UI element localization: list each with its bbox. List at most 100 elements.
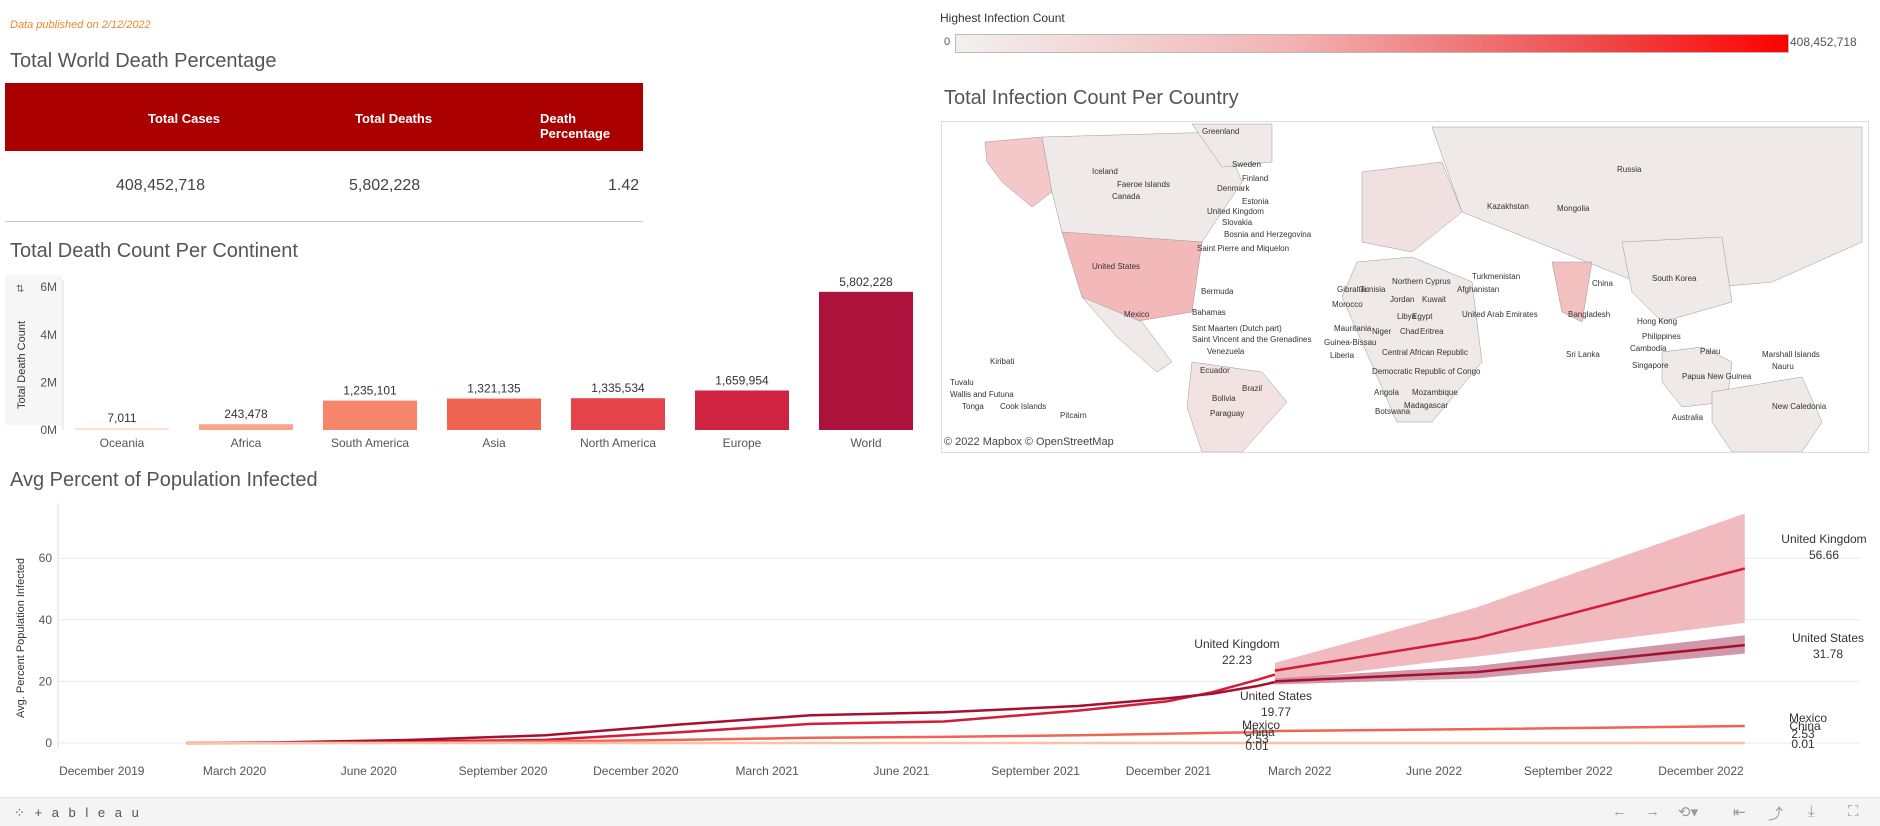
- map-label: Saint Vincent and the Grenadines: [1192, 335, 1312, 344]
- map-label: Chad: [1400, 327, 1419, 336]
- map-label: Kiribati: [990, 357, 1014, 366]
- continent-y-tick: 6M: [40, 280, 57, 294]
- map-label: Slovakia: [1222, 218, 1252, 227]
- redo-icon[interactable]: →: [1645, 803, 1660, 820]
- map-legend-min: 0: [944, 36, 950, 48]
- line-x-tick: September 2020: [459, 764, 548, 778]
- line-annotation: United Kingdom: [1194, 637, 1279, 651]
- map-label: Denmark: [1217, 184, 1249, 193]
- map-label: Papua New Guinea: [1682, 372, 1751, 381]
- series-united-kingdom[interactable]: [186, 675, 1275, 743]
- line-annotation: 0.01: [1791, 737, 1815, 751]
- map-label: Brazil: [1242, 384, 1262, 393]
- bar-data-label: 243,478: [224, 407, 268, 421]
- line-series: [186, 568, 1744, 743]
- map-label: China: [1592, 279, 1613, 288]
- forecast-mexico[interactable]: [1275, 726, 1745, 731]
- line-annotation: United States: [1792, 631, 1864, 645]
- map-label: Iceland: [1092, 167, 1118, 176]
- map-title: Total Infection Count Per Country: [944, 87, 1239, 110]
- line-x-tick: September 2021: [991, 764, 1080, 778]
- bar-south-america[interactable]: [323, 401, 417, 430]
- bar-data-label: 5,802,228: [839, 275, 893, 289]
- line-annotation: 56.66: [1809, 548, 1839, 562]
- map-label: Tonga: [962, 402, 984, 411]
- map-label: Bahamas: [1192, 308, 1226, 317]
- line-x-tick: June 2020: [341, 764, 397, 778]
- line-x-tick: December 2021: [1126, 764, 1212, 778]
- map-label: Bolivia: [1212, 394, 1236, 403]
- map-label: Eritrea: [1420, 327, 1444, 336]
- map-label: Morocco: [1332, 300, 1363, 309]
- map-label: Faeroe Islands: [1117, 180, 1170, 189]
- map-label: Philippines: [1642, 332, 1681, 341]
- map-label: Kuwait: [1422, 295, 1446, 304]
- europe-shape: [1362, 162, 1462, 252]
- bar-category-label: Oceania: [100, 436, 145, 450]
- map-label: Egypt: [1412, 312, 1432, 321]
- map-label: Paraguay: [1210, 409, 1244, 418]
- revert-icon[interactable]: ⟲▾: [1678, 803, 1698, 821]
- sort-icon[interactable]: ⇅: [16, 284, 24, 295]
- map-label: Russia: [1617, 165, 1641, 174]
- tableau-toolbar: ⁘ + a b l e a u ← → ⟲▾ ⇤ ⤴ ⤓ ⛶: [0, 797, 1880, 826]
- undo-icon[interactable]: ←: [1612, 803, 1627, 820]
- map-label: Guinea-Bissau: [1324, 338, 1376, 347]
- bar-oceania[interactable]: [75, 428, 169, 430]
- bar-europe[interactable]: [695, 390, 789, 430]
- map-label: South Korea: [1652, 274, 1696, 283]
- continent-y-tick: 2M: [40, 375, 57, 389]
- first-page-icon[interactable]: ⇤: [1733, 803, 1746, 821]
- line-chart-title: Avg Percent of Population Infected: [10, 469, 318, 492]
- line-x-tick: March 2021: [735, 764, 799, 778]
- map-label: Mozambique: [1412, 388, 1458, 397]
- map-label: Turkmenistan: [1472, 272, 1520, 281]
- line-annotation: 22.23: [1222, 653, 1252, 667]
- kpi-header-row: Total Cases Total Deaths Death Percentag…: [5, 83, 643, 151]
- map-label: Jordan: [1390, 295, 1414, 304]
- line-y-axis-label: Avg. Percent Population Infected: [15, 558, 27, 718]
- tableau-logo[interactable]: ⁘ + a b l e a u: [14, 805, 142, 821]
- continent-chart-title: Total Death Count Per Continent: [10, 240, 298, 263]
- bar-category-label: South America: [331, 436, 409, 450]
- published-note: Data published on 2/12/2022: [10, 19, 151, 31]
- download-icon[interactable]: ⤓: [1808, 803, 1815, 820]
- map-label: Canada: [1112, 192, 1140, 201]
- fullscreen-icon[interactable]: ⛶: [1848, 803, 1859, 820]
- line-y-tick: 60: [39, 551, 53, 565]
- line-x-tick: December 2022: [1658, 764, 1744, 778]
- bar-africa[interactable]: [199, 424, 293, 430]
- map-legend-max: 408,452,718: [1790, 35, 1857, 49]
- share-icon[interactable]: ⤴: [1768, 803, 1783, 824]
- bar-category-label: Africa: [231, 436, 262, 450]
- line-annotation: 31.78: [1813, 647, 1843, 661]
- bar-data-label: 1,235,101: [343, 384, 397, 398]
- bar-world[interactable]: [819, 292, 913, 430]
- usa-shape: [1062, 232, 1202, 322]
- map-label: Tunisia: [1360, 285, 1386, 294]
- bar-asia[interactable]: [447, 399, 541, 430]
- map-label: Singapore: [1632, 361, 1668, 370]
- map-label: Kazakhstan: [1487, 202, 1529, 211]
- map-label: Afghanistan: [1457, 285, 1499, 294]
- south-america-shape: [1187, 362, 1287, 452]
- map-attribution[interactable]: © 2022 Mapbox © OpenStreetMap: [944, 436, 1114, 448]
- map-label: Angola: [1374, 388, 1399, 397]
- map-label: Democratic Republic of Congo: [1372, 367, 1481, 376]
- kpi-header-total-cases: Total Cases: [148, 111, 220, 126]
- kpi-title: Total World Death Percentage: [10, 50, 276, 73]
- kpi-total-cases: 408,452,718: [116, 177, 205, 195]
- map-label: Marshall Islands: [1762, 350, 1820, 359]
- map-label: Mongolia: [1557, 204, 1589, 213]
- map-legend-gradient: [955, 34, 1789, 53]
- continent-y-tick: 4M: [40, 328, 57, 342]
- bar-data-label: 1,321,135: [467, 382, 521, 396]
- map-label: Saint Pierre and Miquelon: [1197, 244, 1289, 253]
- bar-north-america[interactable]: [571, 398, 665, 430]
- kpi-header-total-deaths: Total Deaths: [355, 111, 432, 126]
- map-label: Mexico: [1124, 310, 1149, 319]
